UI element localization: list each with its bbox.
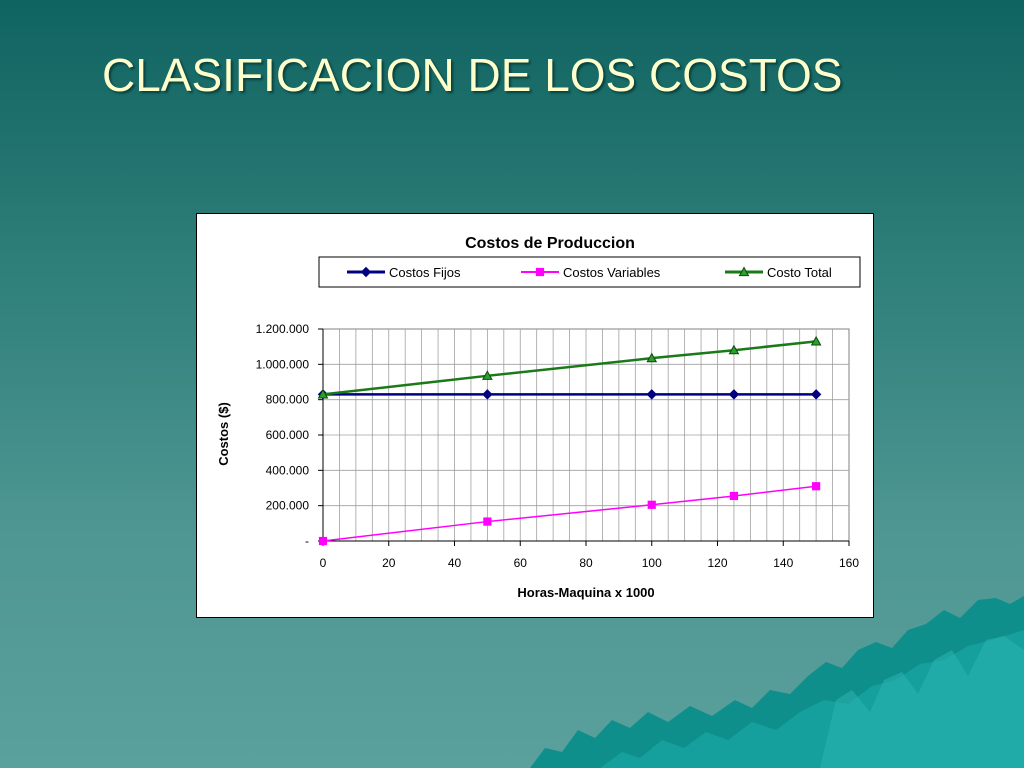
x-tick-label: 20	[382, 556, 396, 570]
legend-label-costos-fijos: Costos Fijos	[389, 265, 461, 280]
x-tick-label: 0	[320, 556, 327, 570]
y-axis-title: Costos ($)	[216, 402, 231, 466]
data-point-costos-variables	[647, 500, 656, 509]
legend-marker-costo-total	[738, 266, 750, 277]
legend-label-costo-total: Costo Total	[767, 265, 832, 280]
data-point-costos-variables	[318, 536, 328, 546]
data-point-costo-total	[646, 352, 658, 363]
legend: Costos Fijos Costos Variables Costo Total	[318, 256, 861, 288]
x-tick-label: 100	[642, 556, 662, 570]
data-point-costos-fijos	[646, 389, 657, 400]
y-tick-label: 800.000	[266, 393, 310, 407]
data-point-costos-fijos	[810, 389, 822, 400]
chart-title: Costos de Produccion	[465, 235, 635, 252]
x-tick-label: 120	[707, 556, 727, 570]
data-point-costo-total	[810, 335, 822, 346]
data-point-costo-total	[482, 370, 493, 380]
x-tick-label: 60	[514, 556, 528, 570]
data-point-costo-total	[317, 388, 329, 399]
y-tick-label: 600.000	[266, 428, 310, 442]
data-point-costos-variables	[483, 517, 492, 526]
data-point-costos-fijos	[482, 389, 493, 400]
y-tick-label: 1.000.000	[256, 357, 310, 371]
y-tick-label: 1.200.000	[256, 322, 310, 336]
x-tick-label: 140	[773, 556, 793, 570]
x-tick-label: 160	[839, 556, 859, 570]
x-tick-label: 40	[448, 556, 462, 570]
slide-title: CLASIFICACION DE LOS COSTOS	[102, 49, 843, 101]
data-point-costos-variables	[812, 482, 821, 491]
legend-marker-costos-variables	[535, 267, 545, 277]
legend-box	[318, 256, 861, 288]
data-point-costos-variables	[729, 491, 739, 501]
y-tick-label: -	[305, 534, 309, 548]
x-tick-label: 80	[579, 556, 593, 570]
x-axis-title: Horas-Maquina x 1000	[517, 585, 654, 600]
y-tick-label: 400.000	[266, 463, 310, 477]
data-point-costo-total	[728, 344, 740, 355]
line-chart: Costos de Produccion Costos Fijos Costos …	[216, 235, 861, 600]
data-point-costos-fijos	[728, 389, 740, 400]
legend-marker-costos-fijos	[360, 266, 372, 278]
y-tick-label: 200.000	[266, 499, 310, 513]
legend-label-costos-variables: Costos Variables	[563, 265, 661, 280]
chart-container: Costos de Produccion Costos Fijos Costos …	[196, 213, 874, 618]
